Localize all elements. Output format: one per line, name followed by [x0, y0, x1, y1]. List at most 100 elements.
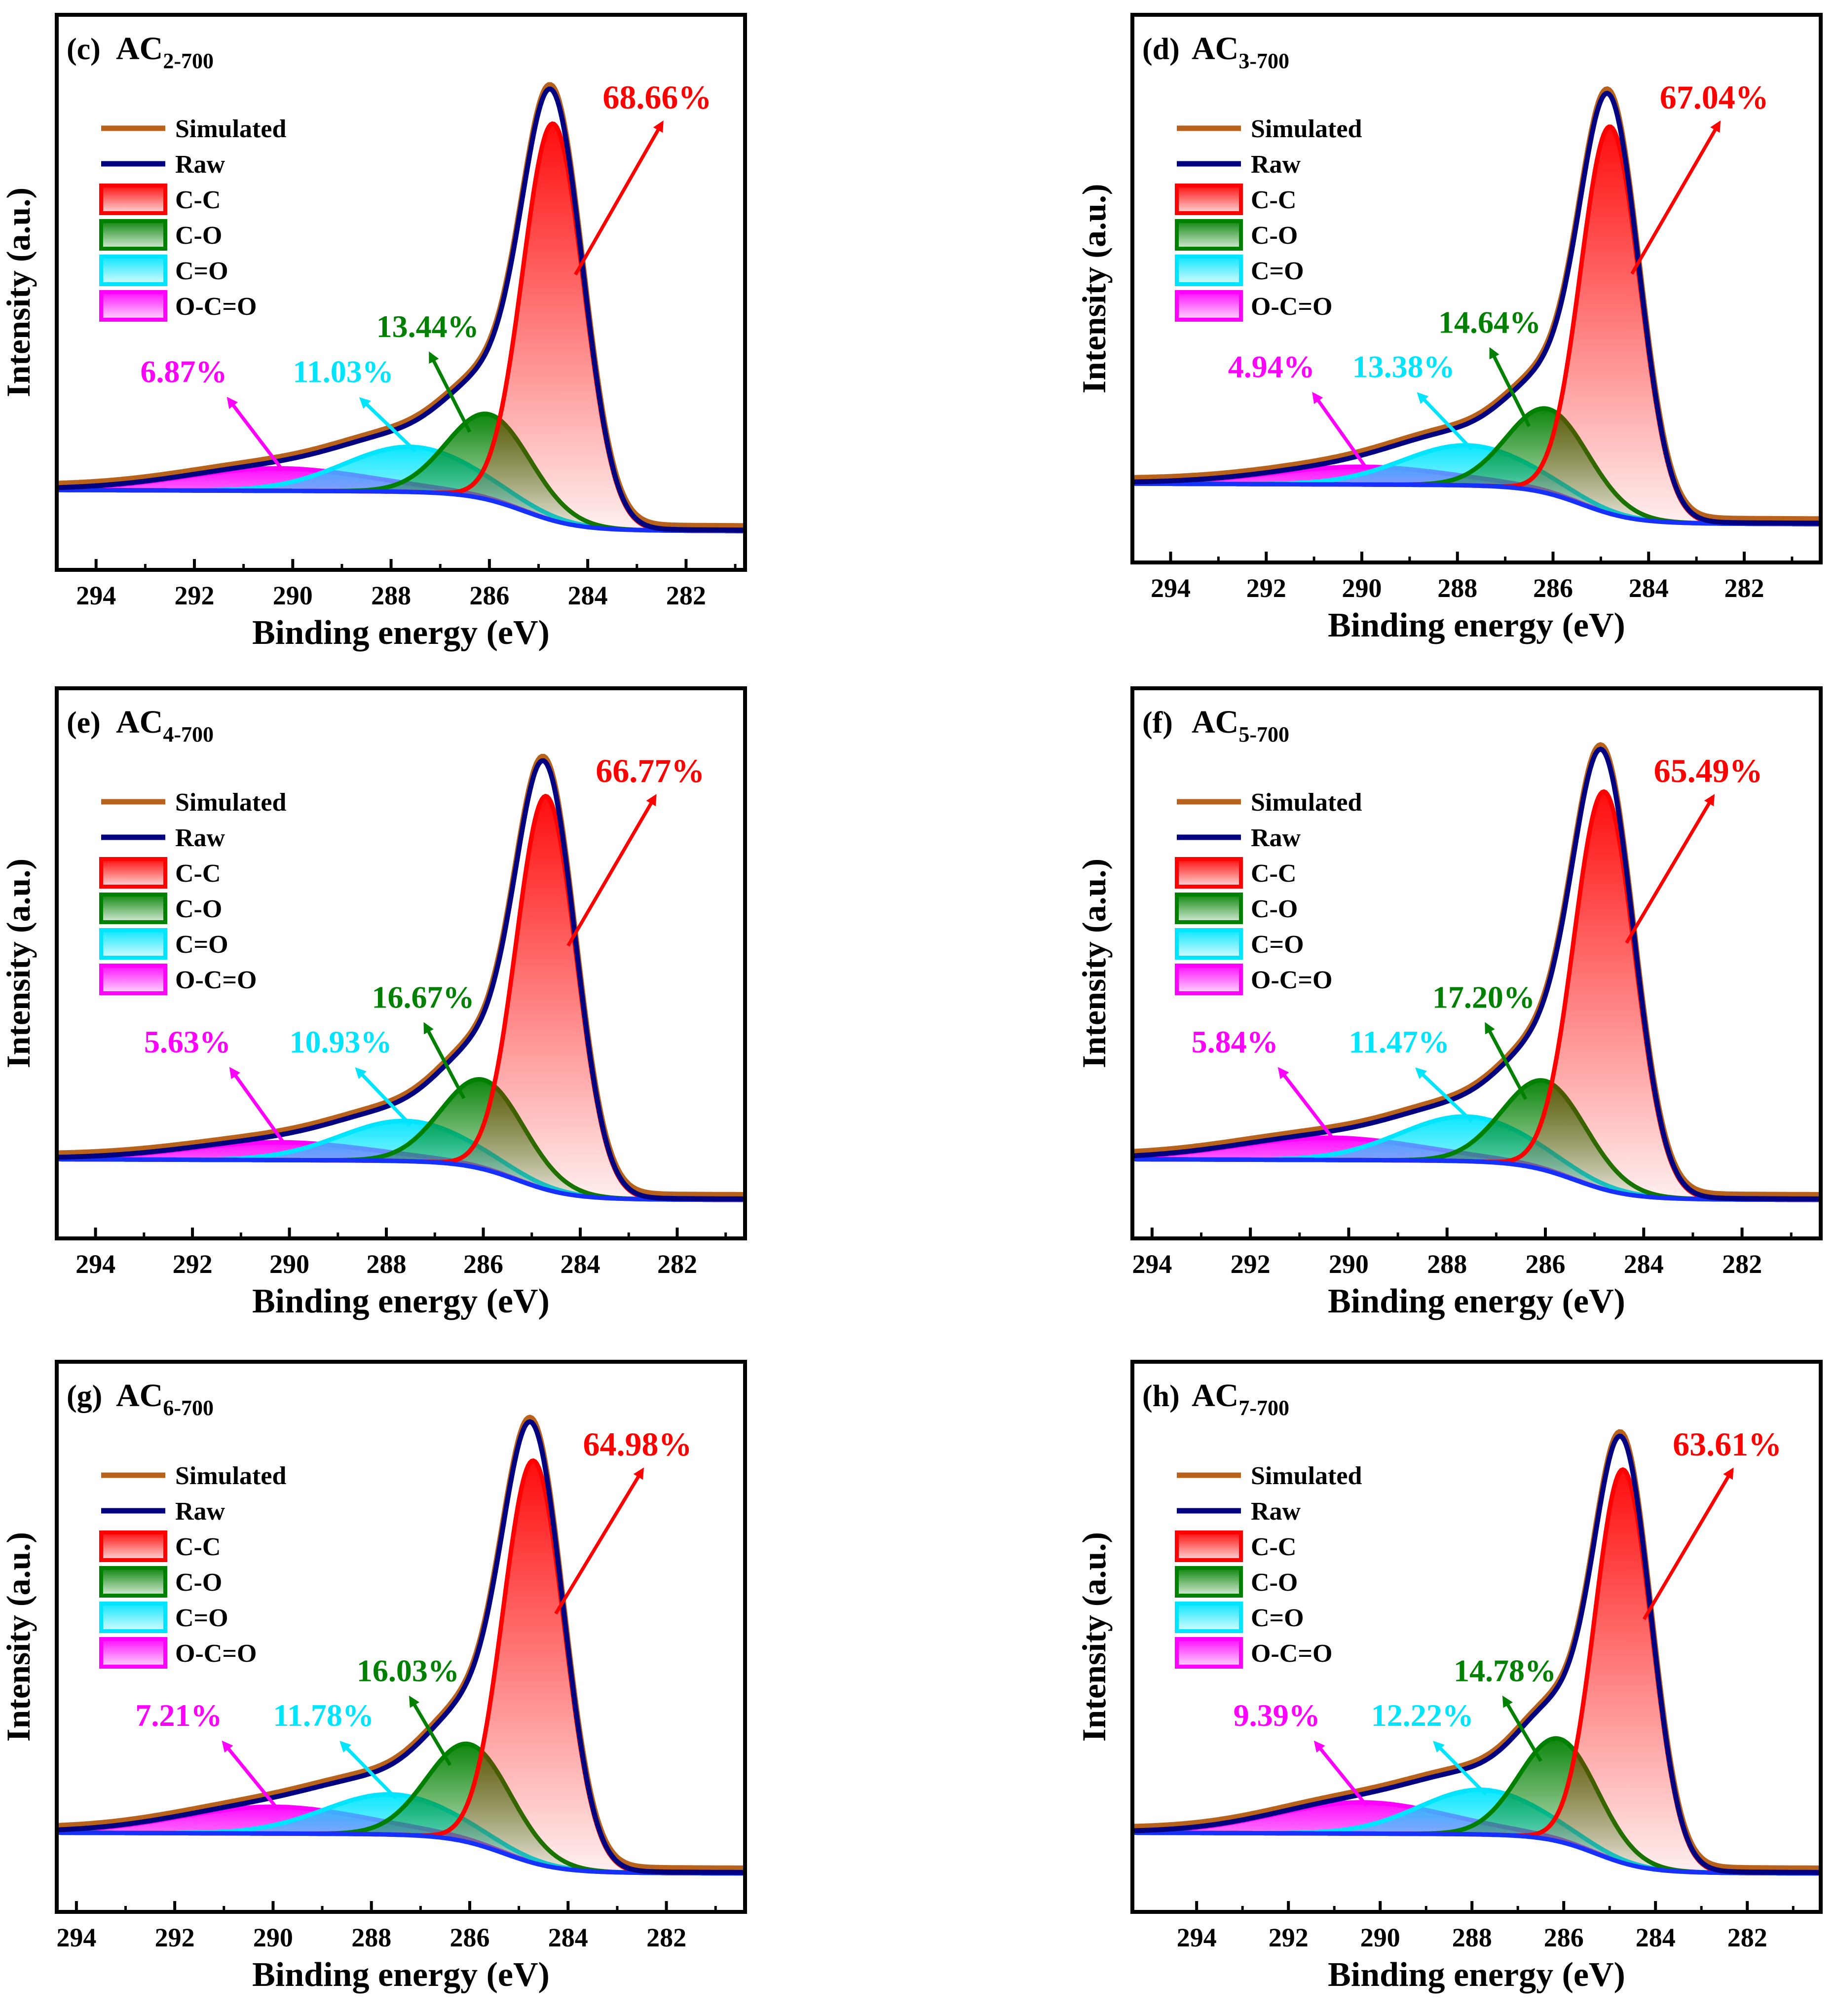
legend-label: Raw — [175, 1497, 225, 1526]
x-tick-label: 290 — [269, 1249, 309, 1279]
panel-title-main: AC — [1192, 704, 1238, 740]
co-arrow — [429, 351, 472, 433]
chart-panel: 294 292 290 288 286 284 282 Binding energy (eV)… — [0, 13, 747, 652]
panel-title-main: AC — [116, 31, 163, 67]
cc-percent-label: 65.49% — [1654, 752, 1763, 789]
legend-label: O-C=O — [1251, 1640, 1332, 1668]
legend-swatch-occo — [1175, 964, 1243, 995]
x-tick-label: 294 — [56, 1923, 96, 1952]
x-tick-label: 284 — [568, 581, 608, 610]
x-tick-label: 294 — [1132, 1249, 1172, 1279]
legend-label: O-C=O — [1251, 966, 1332, 994]
co-percent-label: 14.78% — [1454, 1653, 1556, 1688]
cc-peak-fill — [1132, 126, 1821, 524]
panel-title-sub: 3-700 — [1238, 49, 1289, 73]
x-tick-label: 292 — [175, 581, 215, 610]
cc-peak-fill — [1132, 791, 1821, 1200]
c-double-o-percent-label: 11.47% — [1349, 1024, 1449, 1059]
occo-arrow — [222, 1740, 280, 1811]
panel-title-main: AC — [116, 1378, 163, 1414]
legend-swatch-co — [99, 1566, 167, 1598]
x-tick-label: 282 — [646, 1923, 686, 1952]
panel-title-sub: 4-700 — [163, 722, 214, 747]
occo-arrow — [226, 397, 285, 472]
x-tick-label: 284 — [560, 1249, 600, 1279]
baseline-line — [1132, 1157, 1821, 1202]
raw-line — [57, 1419, 745, 1875]
legend-label: C-O — [1251, 1568, 1298, 1597]
oco-peak-fill — [57, 468, 745, 531]
plot-area — [1132, 742, 1821, 1202]
chart-panel: 294 292 290 288 286 284 282 Binding energy (eV)… — [0, 1360, 747, 1994]
plot-area — [1132, 86, 1821, 526]
x-tick-label: 284 — [1624, 1249, 1664, 1279]
legend-label: C-C — [175, 859, 221, 888]
x-tick-label: 292 — [173, 1249, 213, 1279]
panel-title: AC7-700 — [1192, 1378, 1289, 1420]
occo-percent-label: 9.39% — [1234, 1698, 1320, 1733]
y-axis-label: Intensity (a.u.) — [1075, 184, 1113, 393]
x-tick-label: 286 — [1526, 1249, 1566, 1279]
chart-panel: 294 292 290 288 286 284 282 Binding energy (eV)… — [0, 686, 747, 1320]
legend-swatch-cc — [99, 184, 167, 215]
x-tick-label: 292 — [155, 1923, 195, 1952]
legend-label: C-O — [1251, 222, 1298, 250]
panel-label: (c) — [67, 33, 101, 66]
x-tick-label: 284 — [548, 1923, 588, 1952]
legend-label: C-C — [1251, 859, 1296, 888]
plot-frame — [55, 13, 747, 572]
oco-peak-fill — [57, 1142, 745, 1200]
legend-swatch-occo — [99, 964, 167, 995]
legend-swatch-c_o — [1175, 255, 1243, 286]
baseline-line — [57, 1157, 745, 1202]
raw-line — [1132, 90, 1821, 526]
cc-peak-fill — [57, 1460, 745, 1873]
cc-arrow — [566, 794, 657, 947]
simulated-line — [1132, 86, 1821, 523]
x-tick-label: 294 — [1177, 1923, 1217, 1952]
x-tick-label: 290 — [1329, 1249, 1369, 1279]
legend-swatch-cc — [1175, 857, 1243, 889]
x-tick-label: 292 — [1231, 1249, 1271, 1279]
y-axis-label: Intensity (a.u.) — [0, 187, 37, 397]
c-double-o-percent-label: 11.03% — [293, 354, 393, 389]
co-arrow — [423, 1022, 466, 1099]
x-tick-label: 282 — [1724, 573, 1764, 603]
plot-frame — [55, 1360, 747, 1914]
plot-frame — [55, 686, 747, 1240]
x-tick-label: 288 — [371, 581, 411, 610]
legend-swatch-occo — [99, 1637, 167, 1669]
legend-label: Raw — [1251, 1497, 1301, 1526]
cc-peak-fill — [57, 123, 745, 531]
panel-title-main: AC — [1192, 31, 1238, 67]
x-tick-label: 288 — [1427, 1249, 1467, 1279]
raw-line — [1132, 747, 1821, 1201]
occo-arrow — [229, 1067, 286, 1145]
baseline-line — [57, 1830, 745, 1876]
legend-label: C=O — [1251, 931, 1304, 959]
c-double-o-arrow — [1417, 392, 1473, 451]
x-tick-label: 294 — [75, 1249, 115, 1279]
legend-swatch-co — [1175, 893, 1243, 924]
legend-swatch-cc — [99, 857, 167, 889]
legend-swatch-cc — [1175, 1531, 1243, 1562]
legend-swatch-co — [1175, 1566, 1243, 1598]
panel-title: AC5-700 — [1192, 704, 1289, 747]
c-double-o-arrow — [339, 1741, 398, 1800]
occo-percent-label: 7.21% — [135, 1698, 222, 1733]
x-axis-label: Binding energy (eV) — [1328, 1282, 1625, 1320]
c-double-o-arrow — [355, 1067, 412, 1126]
legend-swatch-c_o — [99, 255, 167, 286]
legend-label: Raw — [175, 150, 225, 179]
legend-label: Raw — [1251, 824, 1301, 852]
x-tick-label: 294 — [1151, 573, 1191, 603]
legend-label: C=O — [175, 1604, 228, 1632]
raw-line — [1132, 1433, 1821, 1875]
x-axis-label: Binding energy (eV) — [252, 614, 550, 652]
legend-label: Simulated — [175, 1462, 286, 1490]
plot-frame — [1130, 1360, 1823, 1914]
cc-arrow — [574, 120, 664, 276]
panel-label: (g) — [67, 1380, 102, 1413]
